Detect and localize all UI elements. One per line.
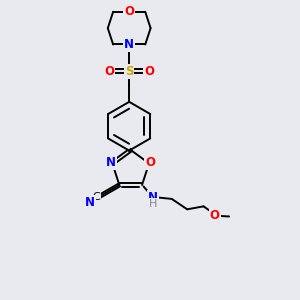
Text: C: C [93,192,100,202]
Text: N: N [148,191,158,204]
Text: O: O [145,156,155,169]
Text: H: H [148,199,157,209]
Text: O: O [104,65,114,78]
Text: N: N [106,156,116,169]
Text: S: S [125,65,134,78]
Text: O: O [210,209,220,222]
Text: O: O [124,5,134,18]
Text: N: N [85,196,94,208]
Text: O: O [144,65,154,78]
Text: N: N [124,38,134,51]
